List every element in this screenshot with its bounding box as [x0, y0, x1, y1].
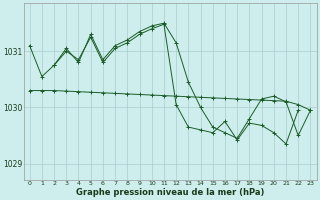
X-axis label: Graphe pression niveau de la mer (hPa): Graphe pression niveau de la mer (hPa): [76, 188, 264, 197]
